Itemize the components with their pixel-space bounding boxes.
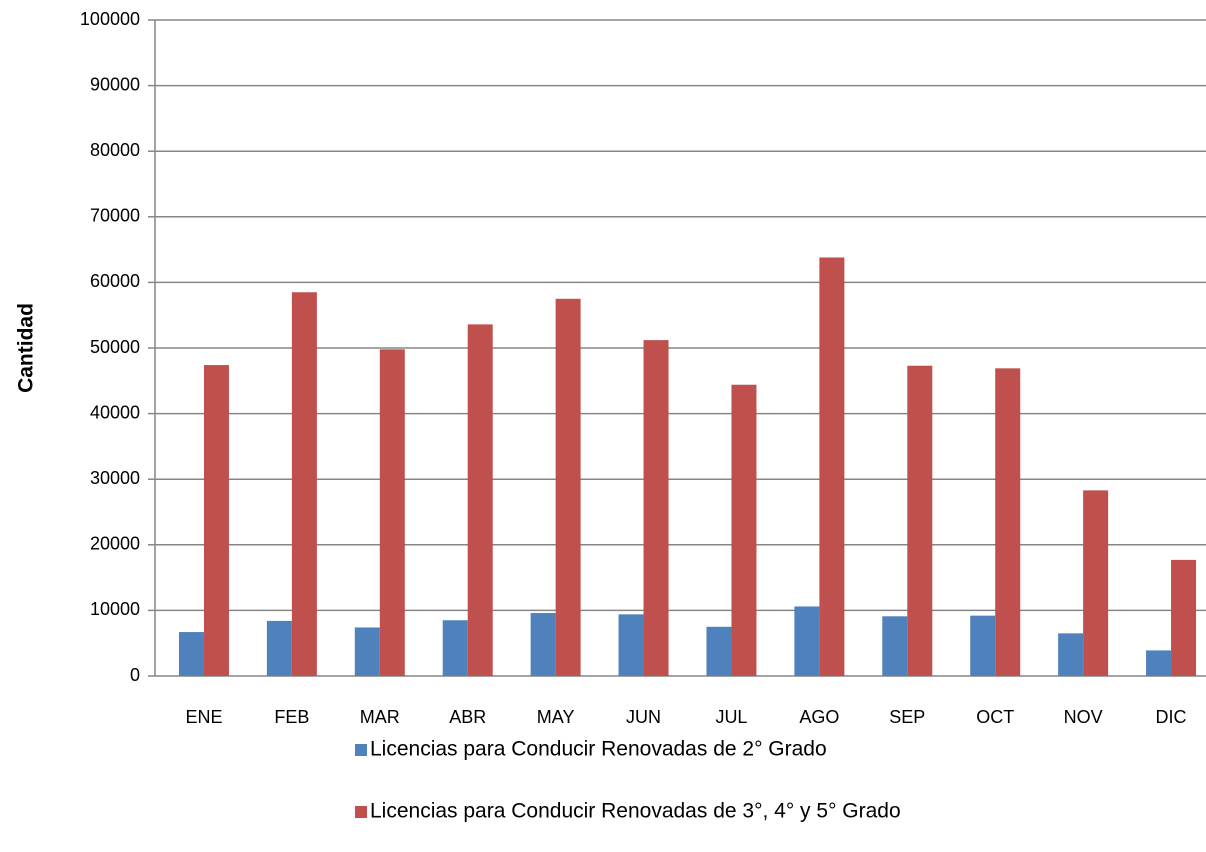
bar — [555, 298, 581, 676]
bar — [266, 620, 292, 676]
bar — [882, 616, 908, 676]
x-tick-label: OCT — [976, 707, 1014, 727]
x-tick-label: JUL — [715, 707, 747, 727]
y-axis-title: Cantidad — [15, 303, 38, 393]
y-tick-label: 100000 — [80, 9, 140, 29]
bar — [530, 613, 556, 676]
bar — [1171, 559, 1197, 676]
bar — [1058, 633, 1084, 676]
y-tick-label: 60000 — [90, 271, 140, 291]
bar — [203, 365, 229, 676]
x-tick-label: SEP — [889, 707, 925, 727]
x-tick-label: FEB — [274, 707, 309, 727]
bar — [467, 324, 493, 676]
bar — [731, 384, 757, 676]
x-tick-label: NOV — [1064, 707, 1103, 727]
legend-swatch — [355, 744, 367, 756]
y-tick-label: 20000 — [90, 534, 140, 554]
y-tick-label: 50000 — [90, 337, 140, 357]
bar — [706, 626, 732, 676]
bar — [291, 292, 317, 676]
y-tick-label: 30000 — [90, 468, 140, 488]
x-tick-label: MAY — [537, 707, 575, 727]
x-tick-label: MAR — [360, 707, 400, 727]
x-tick-label: AGO — [799, 707, 839, 727]
bar — [907, 365, 933, 676]
bar — [794, 606, 820, 676]
bar — [354, 627, 380, 676]
legend-label: Licencias para Conducir Renovadas de 2° … — [370, 738, 827, 761]
y-tick-label: 80000 — [90, 140, 140, 160]
legend-label: Licencias para Conducir Renovadas de 3°,… — [370, 800, 901, 823]
y-tick-label: 70000 — [90, 206, 140, 226]
legend-swatch — [355, 806, 367, 818]
x-tick-label: DIC — [1156, 707, 1187, 727]
y-tick-label: 90000 — [90, 74, 140, 94]
bar — [442, 620, 468, 676]
bar — [995, 368, 1021, 676]
bar — [819, 257, 845, 676]
bar — [379, 349, 405, 676]
y-tick-label: 10000 — [90, 599, 140, 619]
x-tick-label: ABR — [449, 707, 486, 727]
bar — [178, 632, 204, 676]
y-tick-label: 40000 — [90, 402, 140, 422]
bar — [618, 614, 644, 676]
bar — [970, 615, 996, 676]
bar — [1146, 650, 1172, 676]
y-tick-label: 0 — [130, 665, 140, 685]
bar — [1083, 490, 1109, 676]
bar — [643, 340, 669, 676]
x-tick-label: ENE — [185, 707, 222, 727]
x-tick-label: JUN — [626, 707, 661, 727]
